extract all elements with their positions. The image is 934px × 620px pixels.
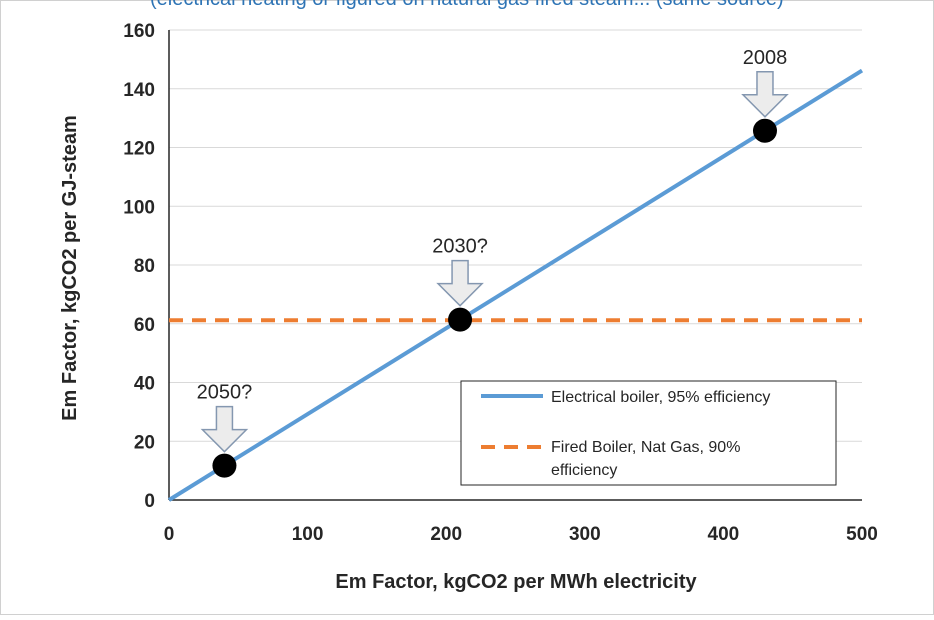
data-point: [212, 453, 237, 478]
legend-label-fired: Fired Boiler, Nat Gas, 90% efficiency: [551, 439, 745, 479]
y-tick-label: 100: [123, 197, 155, 218]
legend-box: [460, 380, 837, 486]
point-arrow: [436, 259, 484, 307]
legend-label-electrical: Electrical boiler, 95% efficiency: [551, 389, 770, 406]
x-tick-label: 500: [846, 524, 878, 545]
x-tick-label: 300: [569, 524, 601, 545]
y-axis-label: Em Factor, kgCO2 per GJ-steam: [59, 115, 81, 421]
point-label: 2030?: [432, 236, 488, 258]
legend: Electrical boiler, 95% efficiency Fired …: [460, 380, 837, 486]
y-tick-label: 80: [134, 256, 155, 277]
x-tick-label: 0: [164, 524, 175, 545]
data-point: [752, 118, 777, 143]
data-point: [448, 307, 473, 332]
y-tick-label: 120: [123, 139, 155, 160]
x-tick-label: 200: [430, 524, 462, 545]
series-line-electrical-boiler: [167, 68, 864, 502]
tick-layer: 0 20 40 60 80 100 120 140 160 0 100 200 300 400 500: [123, 21, 878, 545]
x-axis-label: Em Factor, kgCO2 per MWh electricity: [335, 571, 697, 593]
axis-layer: [168, 30, 862, 501]
y-tick-label: 0: [144, 491, 155, 512]
x-tick-label: 100: [292, 524, 324, 545]
y-tick-label: 60: [134, 315, 155, 336]
y-tick-label: 20: [134, 432, 155, 453]
series-layer: [167, 68, 864, 502]
y-tick-label: 140: [123, 80, 155, 101]
y-tick-label: 160: [123, 21, 155, 42]
x-tick-label: 400: [708, 524, 740, 545]
point-label: 2050?: [197, 382, 253, 404]
point-label: 2008: [743, 47, 788, 69]
point-arrow: [741, 71, 789, 118]
header-caption: (electrical heating or figured on natura…: [150, 0, 784, 10]
points-layer: 2008 2030? 2050?: [197, 47, 789, 478]
y-tick-label: 40: [134, 374, 155, 395]
point-arrow: [200, 405, 249, 453]
